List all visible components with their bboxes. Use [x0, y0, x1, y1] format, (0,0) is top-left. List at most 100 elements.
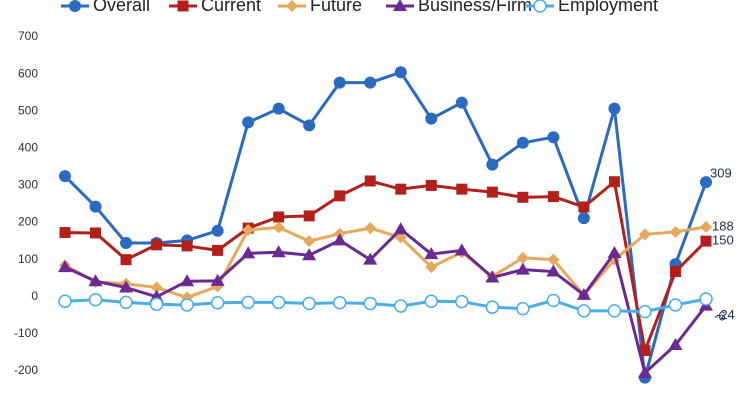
point — [88, 292, 103, 307]
point — [59, 227, 71, 239]
point — [547, 131, 560, 144]
point — [271, 245, 286, 258]
point — [576, 287, 591, 300]
point — [363, 296, 377, 311]
point — [455, 294, 469, 309]
point — [546, 264, 561, 277]
legend-label: Overall — [93, 0, 150, 15]
point — [637, 365, 652, 378]
point — [486, 158, 499, 171]
point — [577, 304, 591, 318]
point — [149, 297, 164, 311]
legend-label: Future — [310, 0, 362, 15]
point — [302, 248, 317, 261]
point — [210, 295, 225, 310]
point — [364, 222, 377, 235]
point — [669, 266, 681, 278]
point — [516, 251, 529, 264]
y-tick-label: -200 — [14, 363, 38, 377]
y-tick-label: 500 — [18, 103, 38, 117]
point — [242, 223, 255, 236]
point — [303, 119, 316, 132]
point — [364, 76, 377, 89]
point — [668, 298, 683, 312]
point — [394, 66, 407, 79]
point — [272, 221, 285, 234]
y-tick-label: -100 — [14, 326, 38, 340]
point — [516, 136, 529, 149]
point — [638, 228, 651, 241]
point — [88, 274, 103, 287]
y-tick-label: 300 — [18, 178, 38, 192]
point — [120, 254, 132, 266]
point — [700, 176, 712, 189]
point — [180, 298, 194, 312]
point — [669, 225, 682, 238]
point — [424, 247, 439, 260]
point — [334, 190, 346, 202]
point — [425, 179, 437, 191]
point — [363, 252, 378, 265]
legend-marker — [69, 0, 81, 12]
point — [273, 211, 285, 223]
point — [578, 201, 590, 213]
point — [151, 239, 163, 251]
point — [180, 274, 195, 287]
y-tick-label: 100 — [18, 252, 38, 266]
point — [608, 176, 620, 188]
point — [242, 116, 255, 129]
point — [364, 175, 376, 187]
legend-label: Business/Firm — [418, 0, 532, 15]
legend-label: Employment — [558, 0, 658, 15]
point — [424, 294, 439, 308]
legend-marker — [286, 0, 298, 12]
point — [332, 295, 347, 310]
point — [58, 294, 72, 308]
point — [577, 212, 590, 225]
legend-marker — [177, 0, 189, 12]
point — [241, 246, 256, 259]
y-tick-label: 0 — [31, 289, 38, 303]
point — [210, 273, 225, 286]
legend-label: Current — [201, 0, 261, 15]
series-line — [64, 178, 708, 357]
point — [425, 112, 438, 125]
point — [700, 235, 712, 247]
point — [668, 338, 683, 351]
y-tick-label: 600 — [18, 66, 38, 80]
legend-marker — [393, 0, 407, 11]
point — [212, 244, 224, 256]
data-label: 309 — [710, 166, 732, 181]
point — [59, 170, 71, 183]
point — [120, 236, 133, 249]
point — [455, 96, 468, 109]
point — [394, 299, 408, 313]
data-label: 150 — [712, 233, 734, 248]
point — [456, 183, 468, 195]
point — [303, 210, 315, 222]
point — [58, 260, 72, 273]
point — [608, 102, 621, 115]
point — [607, 245, 622, 258]
point — [394, 231, 407, 244]
point — [547, 191, 559, 203]
point — [547, 253, 560, 266]
point — [486, 186, 498, 198]
point — [454, 243, 469, 256]
y-tick-label: 700 — [18, 29, 38, 43]
legend-marker — [533, 0, 547, 13]
point — [639, 345, 651, 357]
point — [211, 224, 224, 237]
point — [272, 102, 285, 115]
point — [89, 200, 102, 213]
point — [700, 221, 712, 234]
point — [699, 292, 713, 306]
point — [485, 270, 500, 283]
point — [485, 300, 500, 314]
point — [303, 235, 316, 248]
series-line — [64, 297, 707, 314]
point — [241, 295, 255, 310]
point — [638, 304, 652, 319]
point — [90, 227, 102, 239]
